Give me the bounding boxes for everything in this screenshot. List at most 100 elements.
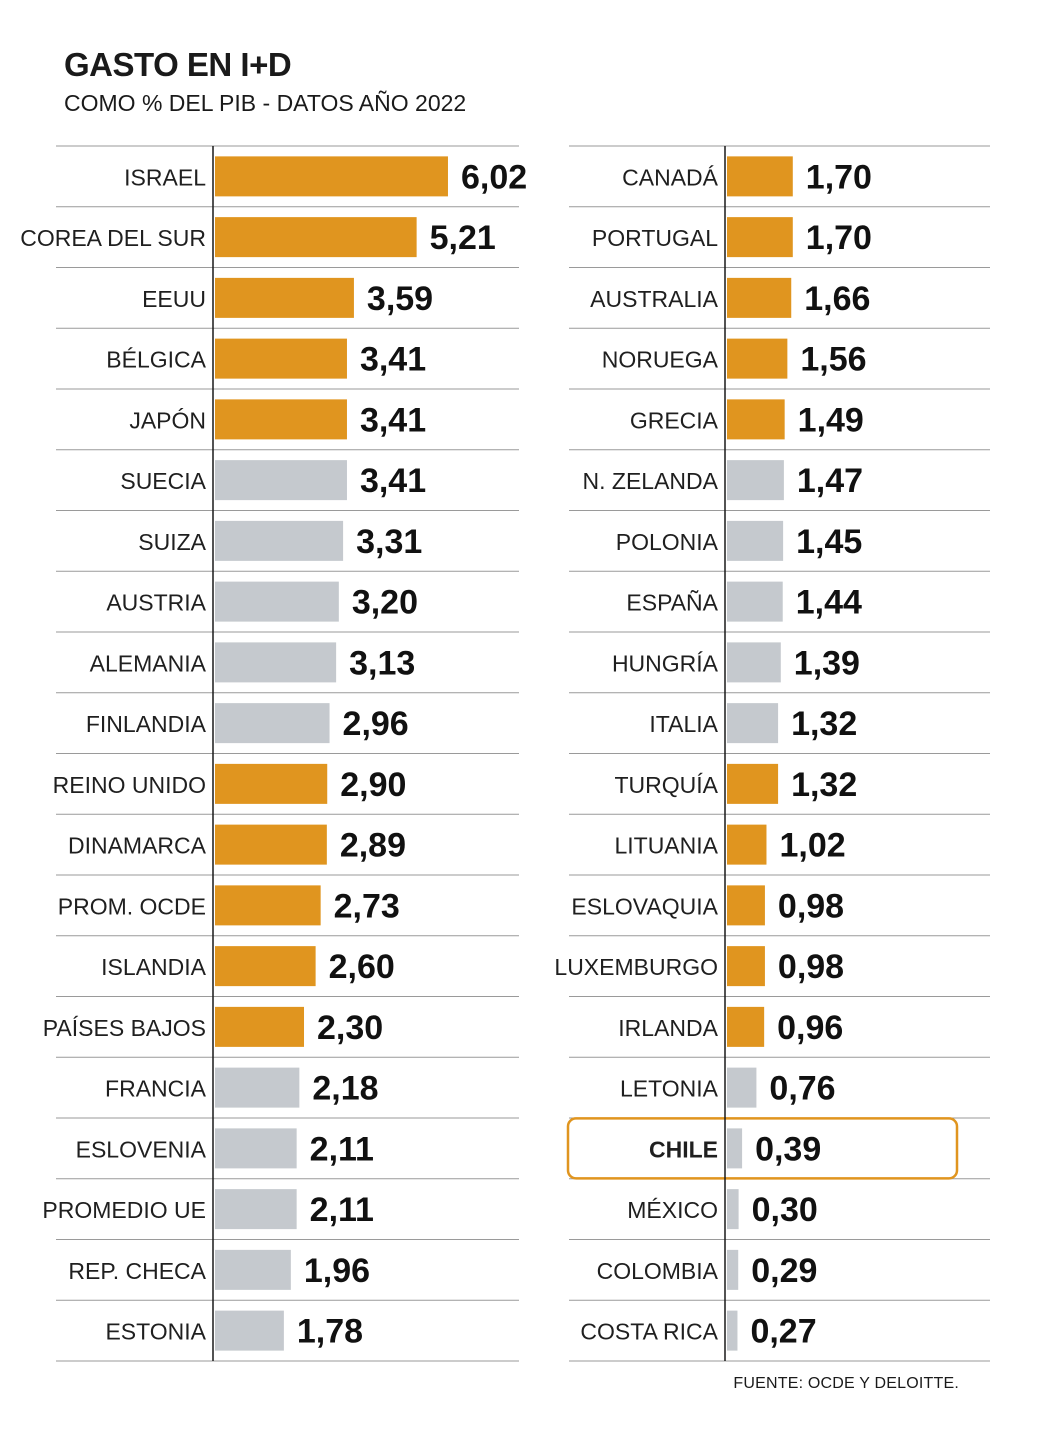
bar — [215, 763, 328, 804]
value-label: 2,96 — [343, 705, 409, 743]
value-label: 0,96 — [777, 1009, 843, 1047]
value-label: 0,29 — [751, 1252, 817, 1290]
category-label: SUECIA — [120, 468, 206, 494]
bar — [727, 946, 765, 987]
value-label: 1,66 — [804, 280, 870, 318]
category-label: SUIZA — [138, 529, 206, 555]
bar — [727, 277, 792, 318]
value-label: 2,60 — [329, 948, 395, 986]
value-label: 5,21 — [430, 219, 496, 257]
bar — [727, 399, 785, 440]
source-note: FUENTE: OCDE Y DELOITTE. — [733, 1375, 959, 1392]
value-label: 0,98 — [778, 948, 844, 986]
category-label: REINO UNIDO — [53, 772, 206, 798]
value-label: 0,39 — [755, 1130, 821, 1168]
bar — [215, 946, 316, 987]
category-label: FINLANDIA — [86, 711, 207, 737]
value-label: 2,89 — [340, 827, 406, 865]
bar — [727, 156, 793, 197]
category-label: ITALIA — [649, 711, 718, 737]
value-label: 1,70 — [806, 219, 872, 257]
bar — [215, 217, 417, 258]
category-label: LETONIA — [620, 1076, 719, 1102]
category-label: REP. CHECA — [68, 1258, 206, 1284]
value-label: 1,45 — [796, 523, 862, 561]
value-label: 6,02 — [461, 158, 527, 196]
bar — [727, 581, 783, 622]
value-label: 1,70 — [806, 158, 872, 196]
bar — [215, 399, 347, 440]
value-label: 1,96 — [304, 1252, 370, 1290]
bar — [215, 1067, 300, 1108]
bar — [727, 1128, 743, 1169]
category-label: FRANCIA — [105, 1076, 207, 1102]
bar — [215, 520, 344, 561]
category-label: IRLANDA — [618, 1015, 718, 1041]
value-label: 3,41 — [360, 341, 426, 379]
bar — [215, 1249, 291, 1290]
category-label: CANADÁ — [622, 164, 719, 190]
category-label: ALEMANIA — [90, 650, 207, 676]
category-label: PAÍSES BAJOS — [43, 1015, 206, 1041]
value-label: 1,47 — [797, 462, 863, 500]
category-label: COLOMBIA — [597, 1258, 719, 1284]
value-label: 1,49 — [798, 401, 864, 439]
value-label: 2,11 — [310, 1191, 374, 1229]
category-label: LITUANIA — [614, 833, 718, 859]
bar — [727, 460, 784, 501]
bar — [215, 824, 327, 865]
bar — [215, 338, 347, 379]
value-label: 1,02 — [779, 827, 845, 865]
highlight-box — [566, 1117, 959, 1180]
value-label: 0,98 — [778, 887, 844, 925]
category-label: PORTUGAL — [592, 225, 718, 251]
value-label: 3,41 — [360, 462, 426, 500]
value-label: 1,39 — [794, 644, 860, 682]
category-label: LUXEMBURGO — [554, 954, 718, 980]
value-label: 3,59 — [367, 280, 433, 318]
value-label: 2,30 — [317, 1009, 383, 1047]
value-label: 1,56 — [800, 341, 866, 379]
category-label: ISLANDIA — [101, 954, 206, 980]
category-label: PROMEDIO UE — [42, 1197, 206, 1223]
category-label: HUNGRÍA — [612, 650, 719, 676]
bar — [215, 642, 337, 683]
value-label: 2,11 — [310, 1130, 374, 1168]
bar — [215, 460, 347, 501]
category-label: CHILE — [649, 1136, 718, 1162]
category-label: ESLOVAQUIA — [571, 893, 718, 919]
category-label: N. ZELANDA — [583, 468, 719, 494]
category-label: DINAMARCA — [68, 833, 207, 859]
bar — [727, 703, 779, 744]
bar — [727, 1006, 765, 1047]
bar — [727, 1189, 739, 1230]
category-label: ESPAÑA — [626, 590, 718, 616]
category-label: AUSTRALIA — [590, 286, 718, 312]
value-label: 1,32 — [791, 766, 857, 804]
bar — [727, 885, 765, 926]
bar — [727, 520, 784, 561]
chart-title: GASTO EN I+D — [64, 46, 292, 83]
category-label: BÉLGICA — [106, 347, 206, 373]
bar — [727, 1310, 738, 1351]
bar — [215, 703, 330, 744]
bar — [215, 277, 354, 318]
value-label: 2,18 — [312, 1070, 378, 1108]
category-label: NORUEGA — [602, 347, 719, 373]
bar — [215, 581, 339, 622]
bar — [215, 1310, 284, 1351]
category-label: COREA DEL SUR — [20, 225, 206, 251]
value-label: 0,27 — [750, 1313, 816, 1351]
value-label: 1,78 — [297, 1313, 363, 1351]
bar — [215, 1006, 305, 1047]
category-label: MÉXICO — [627, 1197, 718, 1223]
category-label: JAPÓN — [129, 407, 206, 433]
category-label: ESLOVENIA — [76, 1136, 207, 1162]
value-label: 1,44 — [796, 584, 862, 622]
bar — [727, 217, 793, 258]
value-label: 3,41 — [360, 401, 426, 439]
category-label: ISRAEL — [124, 164, 206, 190]
chart-subtitle: COMO % DEL PIB - DATOS AÑO 2022 — [64, 90, 467, 116]
category-label: GRECIA — [630, 407, 719, 433]
bar — [215, 1128, 297, 1169]
